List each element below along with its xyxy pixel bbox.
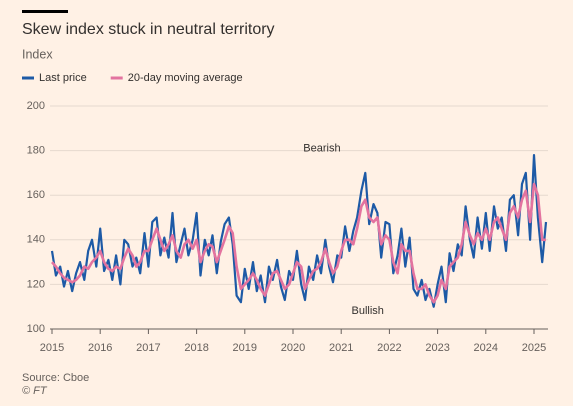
y-tick-label: 140 <box>27 234 45 246</box>
title-rule <box>22 10 68 13</box>
series-line <box>51 182 546 304</box>
x-tick-label: 2017 <box>136 342 160 354</box>
x-tick-label: 2020 <box>281 342 305 354</box>
y-tick-label: 200 <box>27 100 45 112</box>
source: Source: Cboe <box>22 372 89 384</box>
x-tick-label: 2025 <box>522 342 546 354</box>
x-tick-label: 2016 <box>88 342 112 354</box>
x-tick-label: 2021 <box>329 342 353 354</box>
legend-label: Last price <box>39 72 87 84</box>
x-tick-label: 2024 <box>474 342 498 354</box>
y-tick-label: 120 <box>27 278 45 290</box>
credit: © FT <box>22 385 48 397</box>
x-tick-label: 2023 <box>425 342 449 354</box>
y-tick-label: 160 <box>27 189 45 201</box>
chart-subtitle: Index <box>22 47 53 61</box>
chart-title: Skew index stuck in neutral territory <box>22 21 275 38</box>
x-tick-label: 2019 <box>233 342 257 354</box>
legend-label: 20-day moving average <box>128 72 243 84</box>
y-tick-label: 100 <box>27 323 45 335</box>
annotation: Bullish <box>352 305 384 317</box>
x-tick-label: 2018 <box>184 342 208 354</box>
x-tick-label: 2015 <box>40 342 64 354</box>
y-tick-label: 180 <box>27 145 45 157</box>
annotation: Bearish <box>303 142 340 154</box>
x-tick-label: 2022 <box>377 342 401 354</box>
